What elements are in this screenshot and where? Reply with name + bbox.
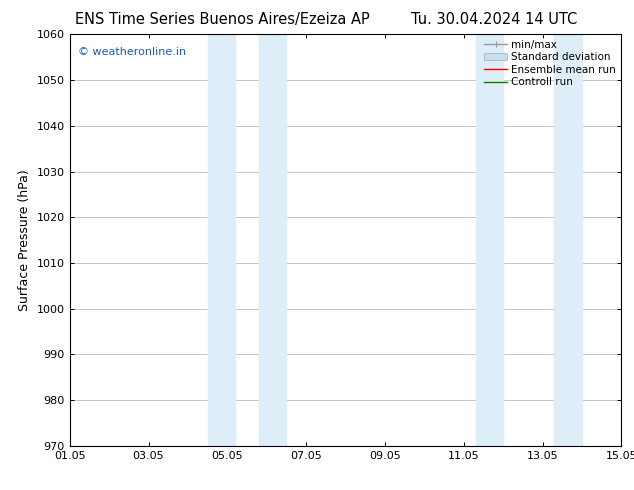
Bar	[207, 34, 235, 446]
Text: © weatheronline.in: © weatheronline.in	[78, 47, 186, 57]
Text: Tu. 30.04.2024 14 UTC: Tu. 30.04.2024 14 UTC	[411, 12, 578, 27]
Bar	[554, 34, 582, 446]
Legend: min/max, Standard deviation, Ensemble mean run, Controll run: min/max, Standard deviation, Ensemble me…	[482, 37, 618, 89]
Bar	[476, 34, 503, 446]
Text: ENS Time Series Buenos Aires/Ezeiza AP: ENS Time Series Buenos Aires/Ezeiza AP	[75, 12, 369, 27]
Bar	[259, 34, 287, 446]
Y-axis label: Surface Pressure (hPa): Surface Pressure (hPa)	[18, 169, 31, 311]
